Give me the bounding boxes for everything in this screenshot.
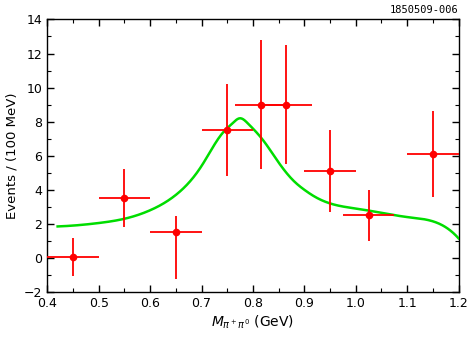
Y-axis label: Events / (100 MeV): Events / (100 MeV) <box>6 92 18 219</box>
X-axis label: $M_{\pi^+\pi^0}$ (GeV): $M_{\pi^+\pi^0}$ (GeV) <box>211 314 294 332</box>
Text: 1850509-006: 1850509-006 <box>390 5 458 16</box>
